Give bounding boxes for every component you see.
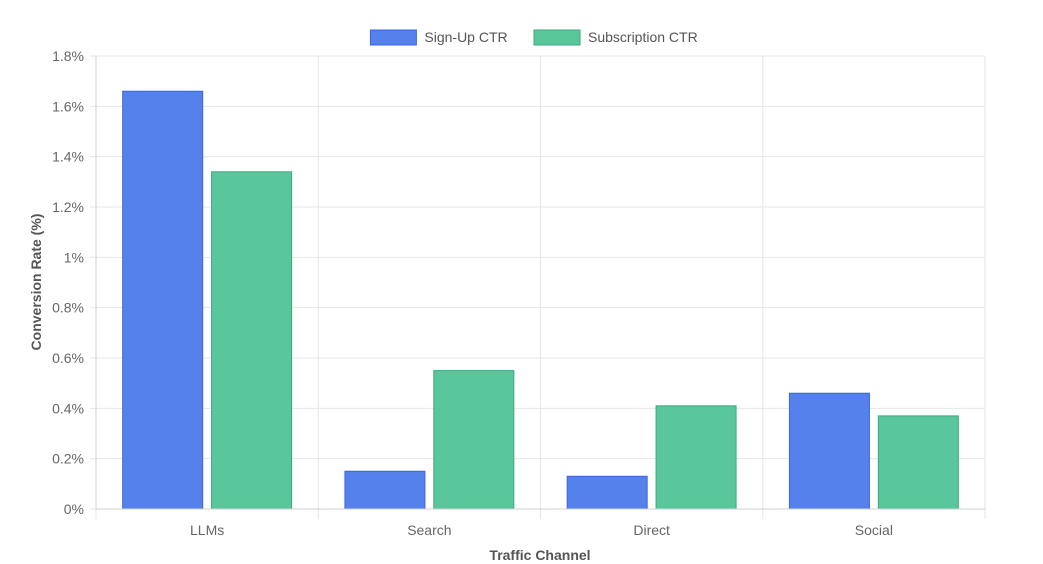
y-tick-label: 0.6%	[52, 350, 84, 366]
legend: Sign-Up CTR Subscription CTR	[369, 29, 698, 46]
y-tick-label: 0.2%	[52, 451, 84, 467]
axes	[95, 56, 985, 510]
y-tick-label: 1.4%	[52, 149, 84, 165]
legend-label: Sign-Up CTR	[424, 29, 507, 45]
bar-subscription-ctr-llms[interactable]	[211, 171, 293, 510]
y-tick-label: 1%	[64, 249, 84, 265]
x-tick-label: Direct	[633, 522, 670, 538]
legend-item-sign-up-ctr[interactable]: Sign-Up CTR	[369, 29, 508, 46]
x-tick-label: LLMs	[190, 522, 224, 538]
legend-label: Subscription CTR	[588, 29, 698, 45]
bar-sign-up-ctr-search[interactable]	[344, 470, 426, 510]
y-tick-label: 1.8%	[52, 48, 84, 64]
x-axis-title: Traffic Channel	[489, 547, 590, 563]
bar-subscription-ctr-search[interactable]	[433, 370, 515, 510]
bar-sign-up-ctr-llms[interactable]	[122, 90, 204, 510]
bar-subscription-ctr-direct[interactable]	[655, 405, 737, 510]
y-axis-title: Conversion Rate (%)	[28, 214, 44, 351]
y-tick-label: 1.6%	[52, 98, 84, 114]
x-tick-label: Search	[407, 522, 451, 538]
x-tick-label: Social	[855, 522, 893, 538]
y-tick-label: 0.4%	[52, 400, 84, 416]
tick-labels: 0% 0.2% 0.4% 0.6% 0.8% 1% 1.2% 1.4% 1.6% 1.8% LLMs…	[52, 48, 893, 538]
y-tick-label: 0%	[64, 501, 84, 517]
bar-sign-up-ctr-direct[interactable]	[566, 475, 648, 510]
bar-sign-up-ctr-social[interactable]	[788, 392, 870, 510]
y-tick-label: 0.8%	[52, 300, 84, 316]
legend-item-subscription-ctr[interactable]: Subscription CTR	[533, 29, 698, 46]
bar-subscription-ctr-social[interactable]	[877, 415, 959, 510]
y-tick-label: 1.2%	[52, 199, 84, 215]
legend-swatch	[533, 29, 581, 46]
bars	[122, 90, 959, 510]
legend-swatch	[369, 29, 417, 46]
